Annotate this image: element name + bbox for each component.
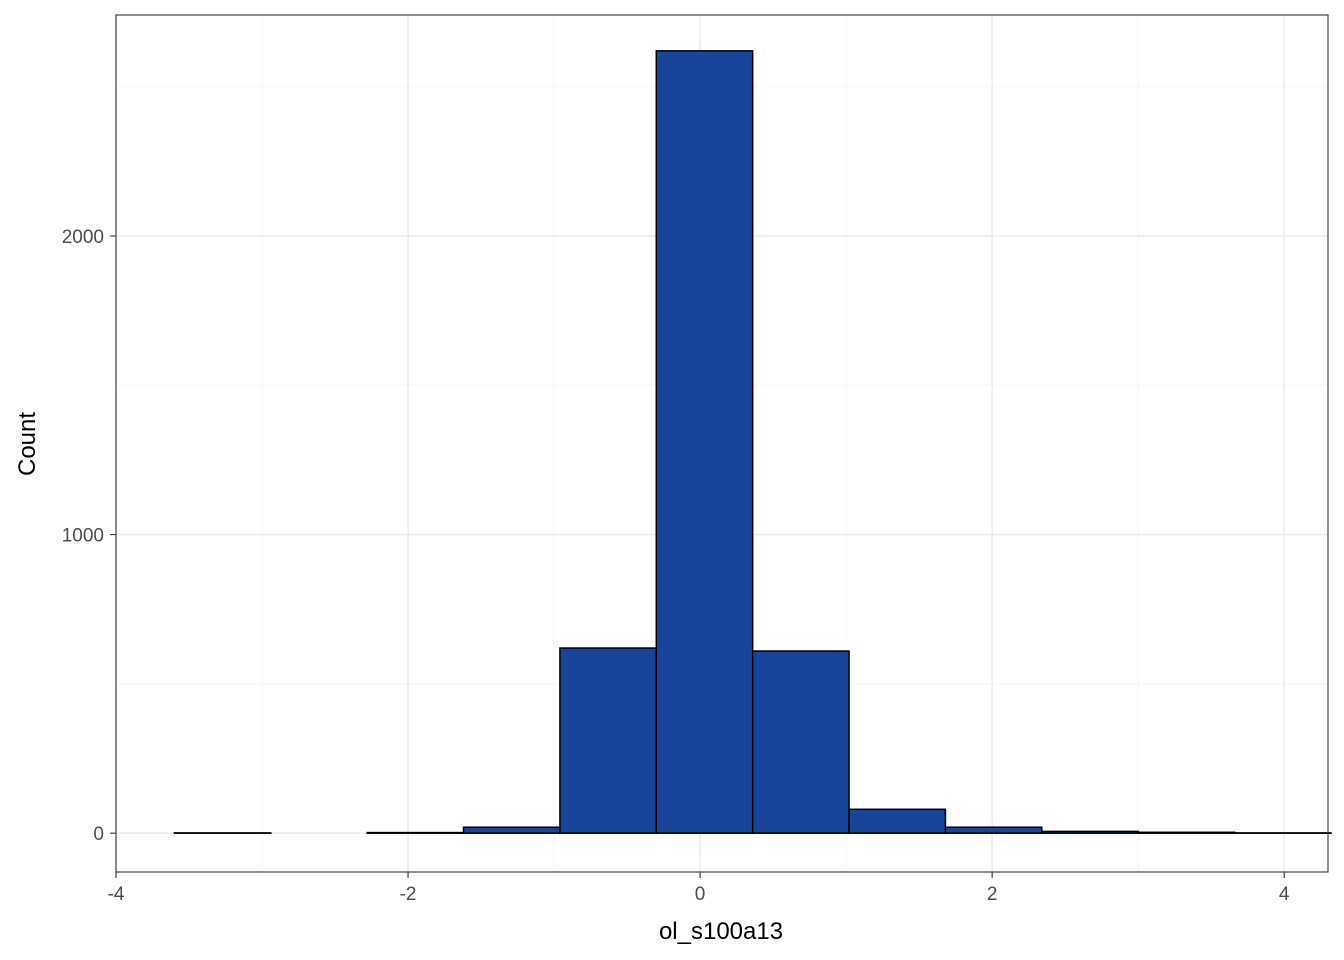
histogram-bar xyxy=(559,647,658,834)
x-axis: -4 -2 0 2 4 xyxy=(108,872,1290,905)
x-tick-label: -4 xyxy=(108,884,125,905)
histogram-bar xyxy=(751,650,850,834)
x-tick-label: 4 xyxy=(1279,884,1290,905)
x-tick-label: 2 xyxy=(987,884,998,905)
x-tick-label: 0 xyxy=(695,884,706,905)
y-axis: 0 1000 2000 xyxy=(62,227,116,845)
x-axis-title: ol_s100a13 xyxy=(659,918,783,945)
panel-border xyxy=(115,14,1329,873)
histogram-bar xyxy=(655,50,754,834)
histogram-bar xyxy=(1137,831,1236,834)
histogram-bar xyxy=(462,826,561,834)
y-tick-label: 1000 xyxy=(62,526,104,547)
histogram-bars xyxy=(173,50,1332,834)
histogram-bar xyxy=(848,808,947,834)
y-tick-label: 0 xyxy=(93,824,104,845)
histogram-bar xyxy=(944,826,1043,834)
y-axis-title: Count xyxy=(14,412,41,476)
x-tick-label: -2 xyxy=(400,884,417,905)
histogram-bar xyxy=(1041,830,1139,834)
histogram-bar xyxy=(366,831,465,834)
y-tick-label: 2000 xyxy=(62,227,104,248)
